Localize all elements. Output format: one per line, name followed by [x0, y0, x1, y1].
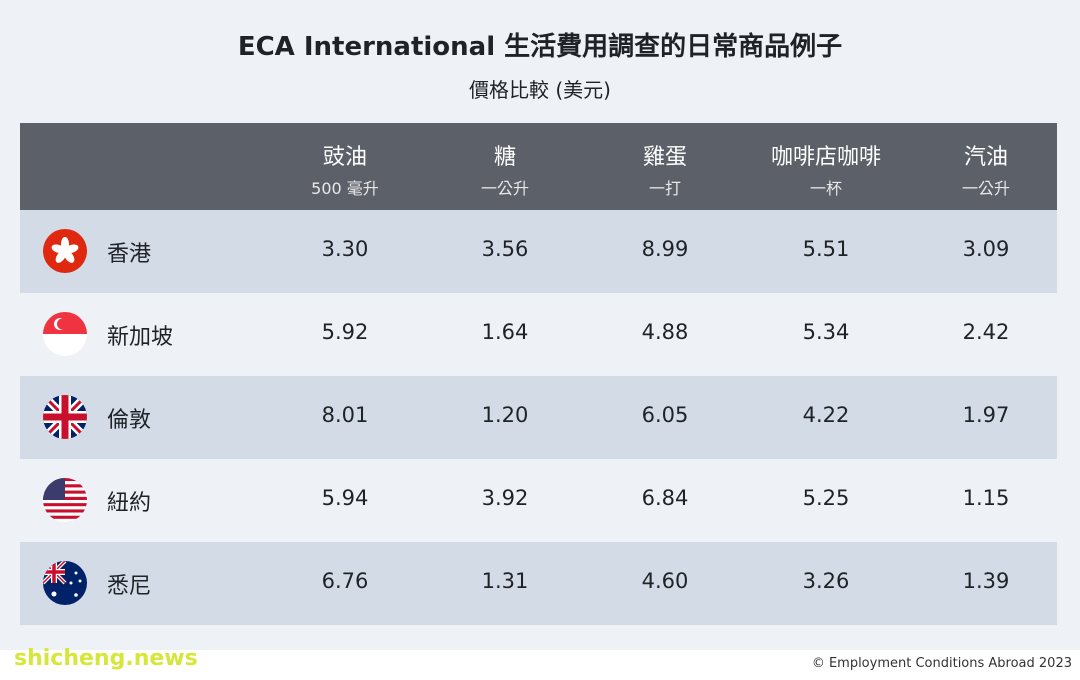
column-unit: 一公升	[480, 179, 529, 198]
price-cell: 2.42	[962, 320, 1010, 344]
price-cell: 3.30	[321, 237, 369, 261]
table-row: 紐約 5.94 3.92 6.84 5.25 1.15	[20, 459, 1057, 542]
price-cell: 3.92	[481, 486, 529, 510]
column-name: 糖	[493, 145, 516, 170]
footer-bar	[0, 650, 1080, 680]
flag-icon	[43, 312, 87, 356]
price-cell: 1.97	[962, 403, 1010, 427]
subtitle: 價格比較 (美元)	[469, 78, 611, 102]
city-name: 悉尼	[107, 574, 152, 599]
column-unit: 一打	[648, 179, 681, 198]
column-unit: 一杯	[809, 179, 842, 198]
price-cell: 3.56	[481, 237, 529, 261]
price-cell: 1.31	[481, 569, 529, 593]
table-row: 悉尼 6.76 1.31 4.60 3.26 1.39	[20, 542, 1057, 625]
credit: © Employment Conditions Abroad 2023	[811, 656, 1072, 671]
price-cell: 5.51	[802, 237, 850, 261]
price-cell: 4.22	[802, 403, 850, 427]
column-unit: 一公升	[961, 179, 1010, 198]
column-name: 豉油	[322, 145, 367, 170]
price-cell: 5.94	[321, 486, 369, 510]
price-cell: 6.84	[641, 486, 689, 510]
price-cell: 4.88	[641, 320, 689, 344]
price-cell: 3.09	[962, 237, 1010, 261]
price-cell: 1.20	[481, 403, 529, 427]
table-header: 豉油 500 毫升 糖一公升 雞蛋一打 咖啡店咖啡一杯 汽油一公升	[20, 123, 1057, 210]
price-cell: 5.92	[321, 320, 369, 344]
price-cell: 1.15	[962, 486, 1010, 510]
city-name: 紐約	[107, 491, 152, 516]
column-name: 咖啡店咖啡	[770, 145, 881, 170]
flag-icon	[43, 561, 87, 605]
table-row: 新加坡 5.92 1.64 4.88 5.34 2.42	[20, 293, 1057, 376]
price-cell: 4.60	[641, 569, 689, 593]
price-cell: 3.26	[802, 569, 850, 593]
price-cell: 1.64	[481, 320, 529, 344]
column-name: 汽油	[963, 145, 1008, 170]
price-cell: 6.76	[321, 569, 369, 593]
flag-icon	[43, 229, 87, 273]
price-cell: 8.01	[321, 403, 369, 427]
price-cell: 5.25	[802, 486, 850, 510]
price-cell: 5.34	[802, 320, 850, 344]
price-cell: 8.99	[641, 237, 689, 261]
price-cell: 6.05	[641, 403, 689, 427]
table-row: 倫敦 8.01 1.20 6.05 4.22 1.97	[20, 376, 1057, 459]
city-name: 香港	[107, 242, 152, 267]
price-cell: 1.39	[962, 569, 1010, 593]
title: ECA International 生活費用調查的日常商品例子	[237, 32, 843, 62]
watermark: shicheng.news	[14, 646, 198, 671]
city-name: 倫敦	[107, 408, 152, 433]
column-unit: 500 毫升	[311, 179, 379, 198]
column-name: 雞蛋	[642, 145, 687, 170]
flag-icon	[43, 478, 87, 522]
flag-icon	[43, 395, 87, 439]
city-name: 新加坡	[107, 325, 174, 350]
table-row: 香港 3.30 3.56 8.99 5.51 3.09	[20, 210, 1057, 293]
